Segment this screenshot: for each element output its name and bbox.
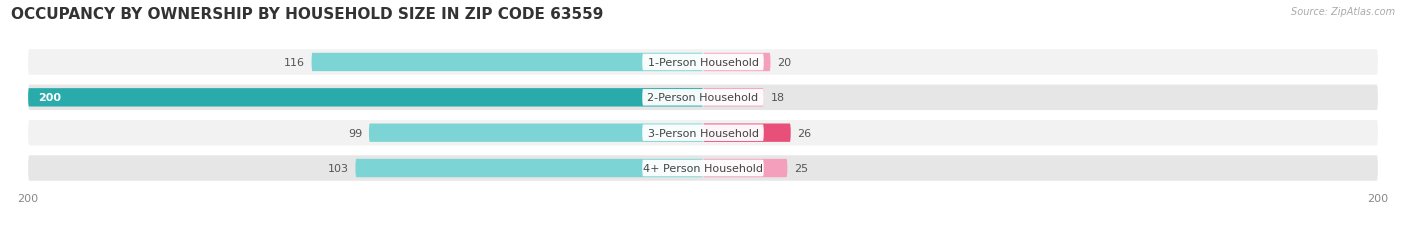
Text: 26: 26	[797, 128, 811, 138]
FancyBboxPatch shape	[643, 90, 763, 106]
FancyBboxPatch shape	[356, 159, 703, 177]
FancyBboxPatch shape	[643, 125, 763, 141]
FancyBboxPatch shape	[312, 54, 703, 72]
FancyBboxPatch shape	[368, 124, 703, 142]
Text: 4+ Person Household: 4+ Person Household	[643, 163, 763, 173]
Text: 3-Person Household: 3-Person Household	[648, 128, 758, 138]
FancyBboxPatch shape	[28, 50, 1378, 75]
FancyBboxPatch shape	[28, 89, 703, 107]
FancyBboxPatch shape	[28, 120, 1378, 146]
Text: 2-Person Household: 2-Person Household	[647, 93, 759, 103]
FancyBboxPatch shape	[703, 124, 790, 142]
FancyBboxPatch shape	[643, 55, 763, 71]
FancyBboxPatch shape	[28, 85, 1378, 111]
Text: 99: 99	[347, 128, 363, 138]
FancyBboxPatch shape	[28, 156, 1378, 181]
Text: 103: 103	[328, 163, 349, 173]
Text: 1-Person Household: 1-Person Household	[648, 58, 758, 68]
Text: 200: 200	[38, 93, 62, 103]
Text: 116: 116	[284, 58, 305, 68]
Text: Source: ZipAtlas.com: Source: ZipAtlas.com	[1291, 7, 1395, 17]
Text: 18: 18	[770, 93, 785, 103]
Text: OCCUPANCY BY OWNERSHIP BY HOUSEHOLD SIZE IN ZIP CODE 63559: OCCUPANCY BY OWNERSHIP BY HOUSEHOLD SIZE…	[11, 7, 603, 22]
FancyBboxPatch shape	[703, 89, 763, 107]
Text: 25: 25	[794, 163, 808, 173]
FancyBboxPatch shape	[703, 159, 787, 177]
FancyBboxPatch shape	[703, 54, 770, 72]
Text: 20: 20	[778, 58, 792, 68]
FancyBboxPatch shape	[643, 160, 763, 176]
